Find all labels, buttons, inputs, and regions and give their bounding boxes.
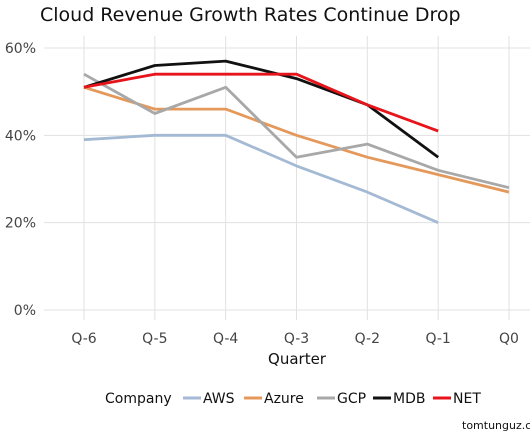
y-tick-label: 40% xyxy=(5,128,36,144)
legend-label-mdb: MDB xyxy=(393,391,425,407)
chart-title: Cloud Revenue Growth Rates Continue Drop xyxy=(40,4,461,26)
y-tick-label: 60% xyxy=(5,41,36,57)
y-tick-label: 0% xyxy=(14,303,36,319)
x-axis-ticks: Q-6 Q-5 Q-4 Q-3 Q-2 Q-1 Q0 xyxy=(71,331,519,347)
legend-label-net: NET xyxy=(453,391,481,407)
x-tick-label: Q0 xyxy=(499,331,519,347)
series-line-azure xyxy=(83,85,510,194)
legend-label-gcp: GCP xyxy=(337,391,366,407)
legend-label-aws: AWS xyxy=(203,391,235,407)
x-tick-label: Q-5 xyxy=(142,331,167,347)
x-tick-label: Q-4 xyxy=(213,331,238,347)
x-tick-label: Q-3 xyxy=(284,331,309,347)
series-line-net xyxy=(83,72,439,133)
y-tick-label: 20% xyxy=(5,216,36,232)
grid xyxy=(44,36,530,320)
credit-text: tomtunguz.c xyxy=(462,419,530,432)
series-line-mdb xyxy=(83,59,440,159)
x-tick-label: Q-2 xyxy=(355,331,380,347)
legend: Company AWS Azure GCP MDB NET xyxy=(105,391,481,407)
y-axis-ticks: 0% 20% 40% 60% xyxy=(5,41,36,319)
series-line-aws xyxy=(83,133,439,224)
series-lines xyxy=(83,59,510,224)
x-tick-label: Q-1 xyxy=(425,331,450,347)
legend-title: Company xyxy=(105,391,172,407)
series-line-gcp xyxy=(83,72,510,190)
x-axis-title: Quarter xyxy=(268,350,327,368)
x-tick-label: Q-6 xyxy=(71,331,96,347)
legend-label-azure: Azure xyxy=(264,391,304,407)
